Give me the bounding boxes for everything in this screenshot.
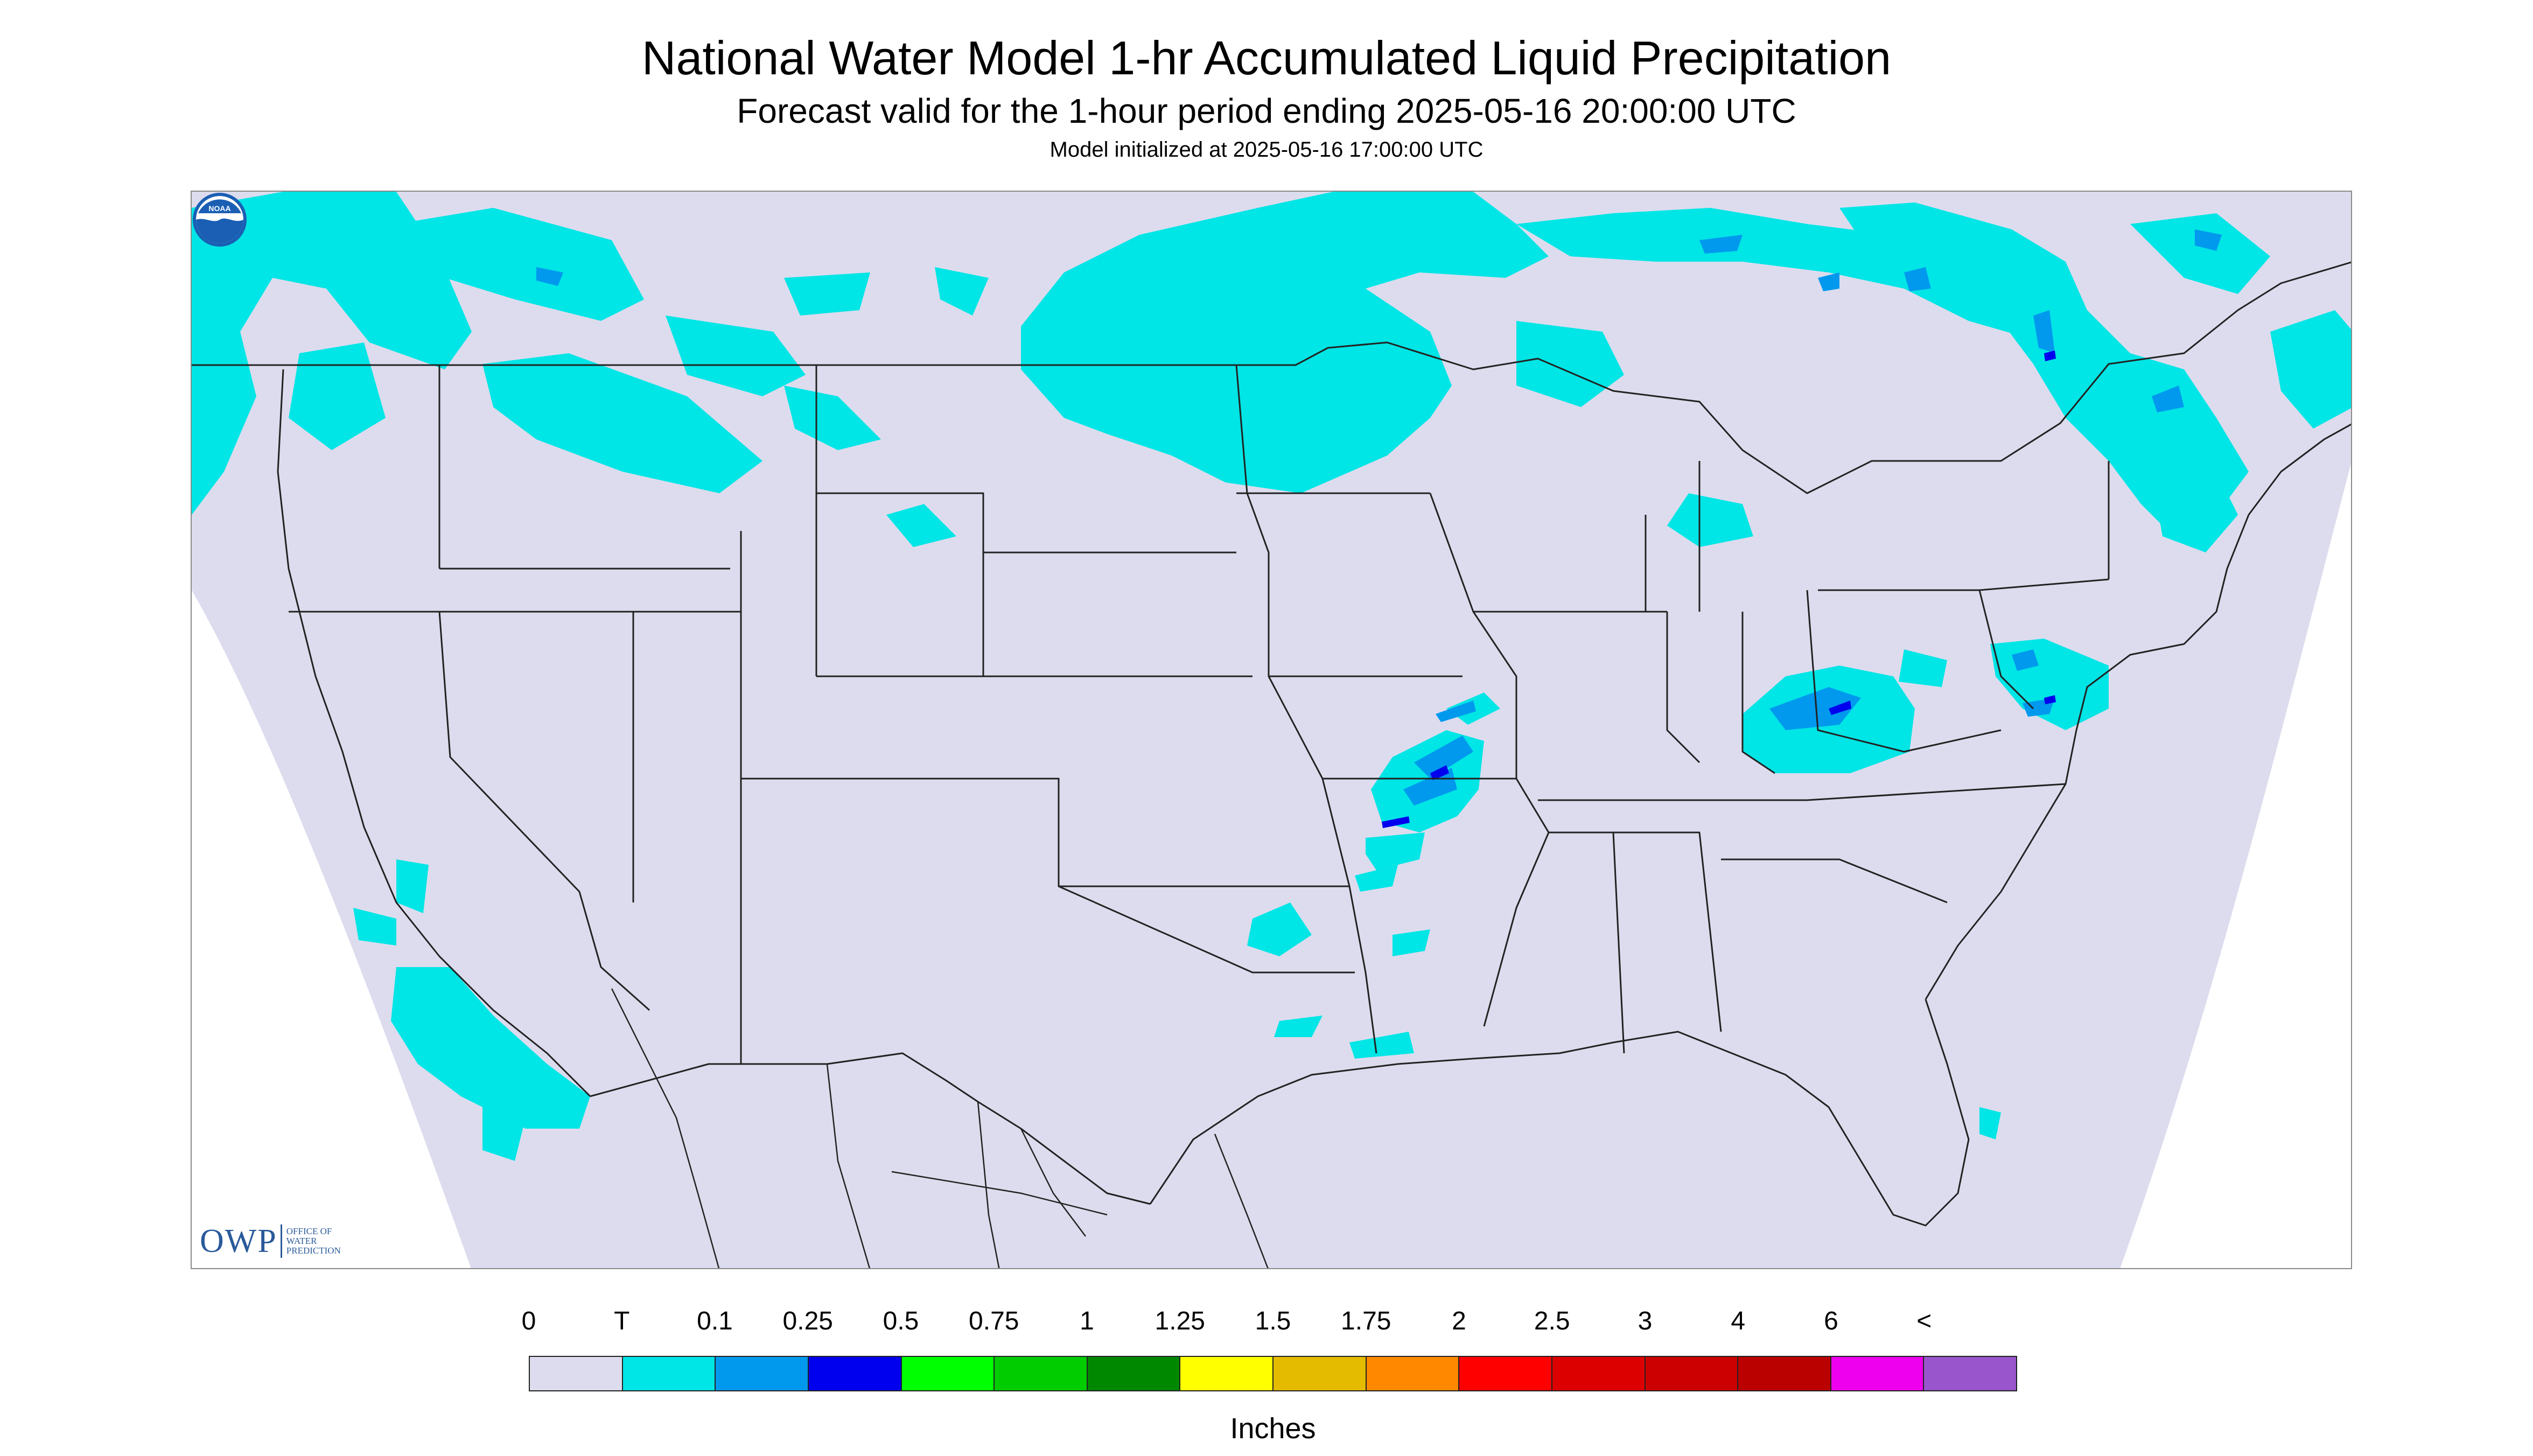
noaa-logo-text: NOAA bbox=[208, 204, 230, 213]
legend-swatch bbox=[1552, 1357, 1646, 1390]
precip-light-areas bbox=[536, 229, 2222, 806]
legend-colorbar bbox=[529, 1356, 2017, 1391]
map-canvas bbox=[192, 192, 2351, 1268]
owp-logo-text: OFFICE OF WATER PREDICTION bbox=[286, 1226, 341, 1256]
map-subtitle: Forecast valid for the 1-hour period end… bbox=[737, 92, 1796, 130]
legend-swatch bbox=[1366, 1357, 1460, 1390]
legend-label: 1.75 bbox=[1341, 1307, 1391, 1335]
legend-swatch bbox=[1831, 1357, 1925, 1390]
legend-swatch bbox=[995, 1357, 1088, 1390]
noaa-logo: NOAA bbox=[193, 193, 247, 247]
legend-swatch bbox=[901, 1357, 995, 1390]
legend-label: 0.5 bbox=[883, 1307, 919, 1335]
legend-label: T bbox=[614, 1307, 630, 1335]
legend-swatch bbox=[530, 1357, 623, 1390]
precip-moderate-areas bbox=[1382, 351, 2056, 828]
legend-swatch bbox=[1274, 1357, 1367, 1390]
legend-swatch bbox=[716, 1357, 809, 1390]
legend-swatch bbox=[1180, 1357, 1274, 1390]
legend-swatch bbox=[1087, 1357, 1181, 1390]
legend-label: 2 bbox=[1452, 1307, 1466, 1335]
map-title: National Water Model 1-hr Accumulated Li… bbox=[641, 31, 1892, 85]
mexico-boundaries bbox=[611, 988, 1269, 1268]
legend-swatch bbox=[1738, 1357, 1831, 1390]
precip-trace-areas bbox=[192, 192, 2351, 1161]
legend-label: 2.5 bbox=[1534, 1307, 1570, 1335]
legend-label: 0.75 bbox=[969, 1307, 1019, 1335]
legend-swatch bbox=[622, 1357, 716, 1390]
legend-label: 0 bbox=[521, 1307, 536, 1335]
legend-label: 0.1 bbox=[697, 1307, 733, 1335]
legend-label: 4 bbox=[1731, 1307, 1746, 1335]
model-init-line: Model initialized at 2025-05-16 17:00:00… bbox=[1049, 138, 1484, 162]
legend-label: 1 bbox=[1080, 1307, 1094, 1335]
precipitation-map[interactable]: OWP OFFICE OF WATER PREDICTION NOAA bbox=[191, 191, 2352, 1269]
owp-logo-letters: OWP bbox=[200, 1223, 277, 1259]
owp-logo-divider bbox=[280, 1224, 282, 1258]
political-boundaries bbox=[192, 261, 2351, 1227]
legend-swatch bbox=[1459, 1357, 1552, 1390]
legend-label: 0.25 bbox=[782, 1307, 833, 1335]
legend-swatch bbox=[1924, 1357, 2016, 1390]
legend-label: 1.5 bbox=[1255, 1307, 1291, 1335]
legend-label: 6 bbox=[1824, 1307, 1838, 1335]
legend-swatch bbox=[808, 1357, 902, 1390]
legend-swatch bbox=[1645, 1357, 1739, 1390]
precipitation-legend: 0 T 0.1 0.25 0.5 0.75 1 1.25 1.5 1.75 2 2.5 3 4 6 < Inc… bbox=[522, 1307, 2017, 1443]
legend-label: < bbox=[1916, 1307, 1932, 1335]
legend-units: Inches bbox=[1230, 1412, 1316, 1445]
owp-logo: OWP OFFICE OF WATER PREDICTION bbox=[200, 1222, 367, 1261]
legend-label: 3 bbox=[1638, 1307, 1653, 1335]
legend-label: 1.25 bbox=[1154, 1307, 1205, 1335]
